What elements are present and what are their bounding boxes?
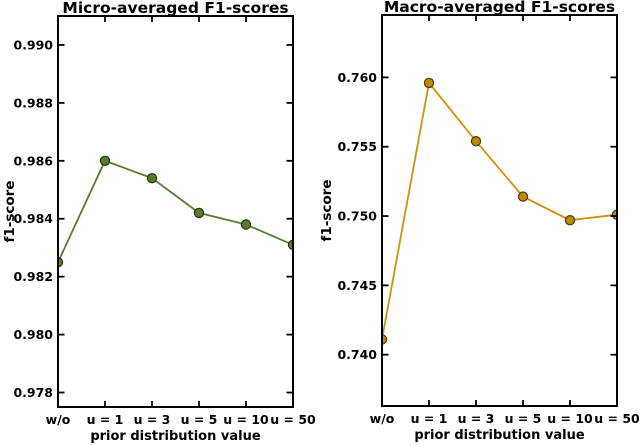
x-axis-label: prior distribution value (90, 429, 261, 444)
y-tick-label: 0.984 (13, 211, 53, 226)
data-point-marker (423, 77, 435, 89)
macro-f1-chart: Macro-averaged F1-scores prior distribut… (319, 0, 640, 443)
y-tick-label: 0.978 (13, 385, 53, 400)
y-tick-label: 0.740 (337, 347, 377, 362)
y-tick-label: 0.982 (13, 269, 53, 284)
x-tick-label: u = 1 (87, 412, 124, 427)
y-tick-label: 0.745 (337, 278, 377, 293)
axes-frame (57, 15, 294, 408)
data-point-marker (470, 135, 482, 147)
y-tick-label: 0.986 (13, 153, 53, 168)
y-tick-label: 0.990 (13, 37, 53, 52)
data-point-marker (193, 207, 205, 219)
y-tick-label: 0.980 (13, 327, 53, 342)
x-tick-label: w/o (370, 411, 395, 426)
x-tick-label: u = 50 (594, 411, 640, 426)
data-point-marker (382, 334, 388, 345)
x-tick-label: u = 5 (181, 412, 218, 427)
x-tick-label: u = 10 (547, 411, 593, 426)
y-tick-label: 0.760 (337, 70, 377, 85)
chart-title: Macro-averaged F1-scores (384, 0, 615, 16)
data-series (382, 77, 617, 345)
data-point-marker (99, 155, 111, 166)
data-point-marker (517, 191, 529, 202)
data-point-marker (240, 219, 252, 230)
y-tick-label: 0.988 (13, 95, 53, 110)
y-tick-label: 0.750 (337, 209, 377, 224)
series-line (58, 159, 293, 263)
x-axis-label: prior distribution value (414, 428, 585, 443)
x-tick-label: u = 50 (270, 412, 316, 427)
micro-f1-chart: Micro-averaged F1-scores prior distribut… (2, 0, 316, 444)
x-tick-label: u = 10 (223, 412, 269, 427)
y-axis-label: f1-score (2, 181, 18, 243)
x-tick-label: w/o (46, 412, 71, 427)
data-point-marker (564, 214, 576, 226)
x-tick-label: u = 1 (411, 411, 448, 426)
plot-area: w/o u = 1 u = 3 u = 5 u = 10 u = 50 0.978 0.980… (13, 15, 316, 427)
data-series (58, 155, 293, 268)
axes-frame (381, 14, 618, 407)
plot-area: w/o u = 1 u = 3 u = 5 u = 10 u = 50 0.740 0.745… (337, 14, 640, 426)
x-tick-label: u = 5 (505, 411, 542, 426)
series-line (382, 80, 617, 340)
chart-title: Micro-averaged F1-scores (62, 0, 288, 17)
y-axis-label: f1-score (319, 180, 335, 242)
x-tick-label: u = 3 (458, 411, 495, 426)
data-point-marker (611, 209, 617, 220)
y-tick-label: 0.755 (337, 139, 377, 154)
x-tick-label: u = 3 (134, 412, 171, 427)
data-point-marker (146, 172, 158, 184)
